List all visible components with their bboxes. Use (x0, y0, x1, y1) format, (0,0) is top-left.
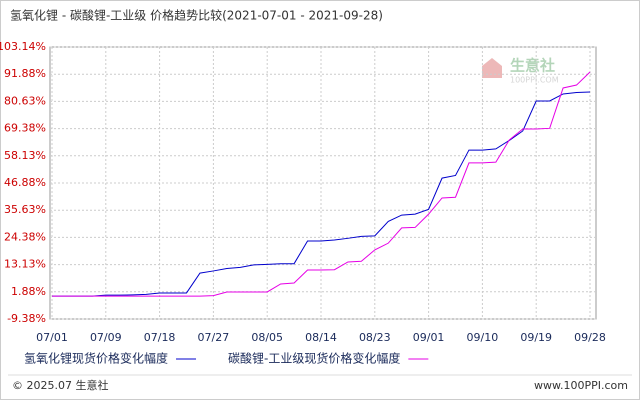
y-tick-label: 24.38% (4, 230, 46, 243)
chart-title: 氢氧化锂 - 碳酸锂-工业级 价格趋势比较(2021-07-01 - 2021-… (10, 8, 383, 23)
x-tick-label: 09/01 (413, 331, 445, 344)
y-tick-label: 58.13% (4, 149, 46, 162)
legend-label: 碳酸锂-工业级现货价格变化幅度 (228, 351, 400, 366)
x-tick-label: 07/27 (198, 331, 230, 344)
watermark-name: 生意社 (510, 57, 555, 75)
watermark-site: 100PPI.COM (510, 76, 559, 85)
watermark-icon (482, 58, 502, 78)
y-tick-label: 13.13% (4, 258, 46, 271)
y-tick-label: 103.14% (0, 40, 46, 53)
footer-right: www.100PPI.com (534, 379, 628, 392)
series-line (52, 91, 591, 297)
x-tick-label: 07/09 (90, 331, 122, 344)
y-tick-label: -9.38% (7, 312, 46, 325)
x-tick-label: 08/05 (251, 331, 283, 344)
y-tick-label: 69.38% (4, 122, 46, 135)
x-tick-label: 07/01 (36, 331, 68, 344)
legend-label: 氢氧化锂现货价格变化幅度 (24, 351, 168, 366)
x-tick-label: 08/14 (305, 331, 337, 344)
x-tick-label: 07/18 (144, 331, 176, 344)
watermark: 生意社 100PPI.COM (482, 57, 559, 85)
y-tick-label: 1.88% (11, 285, 46, 298)
y-tick-label: 91.88% (4, 67, 46, 80)
series-line (52, 71, 591, 297)
footer-left: © 2025.07 生意社 (12, 378, 108, 392)
x-tick-label: 09/28 (574, 331, 606, 344)
y-tick-label: 46.88% (4, 176, 46, 189)
y-tick-label: 80.63% (4, 94, 46, 107)
x-tick-label: 09/19 (520, 331, 552, 344)
x-tick-label: 08/23 (359, 331, 391, 344)
x-tick-label: 09/10 (467, 331, 499, 344)
y-tick-label: 35.63% (4, 203, 46, 216)
